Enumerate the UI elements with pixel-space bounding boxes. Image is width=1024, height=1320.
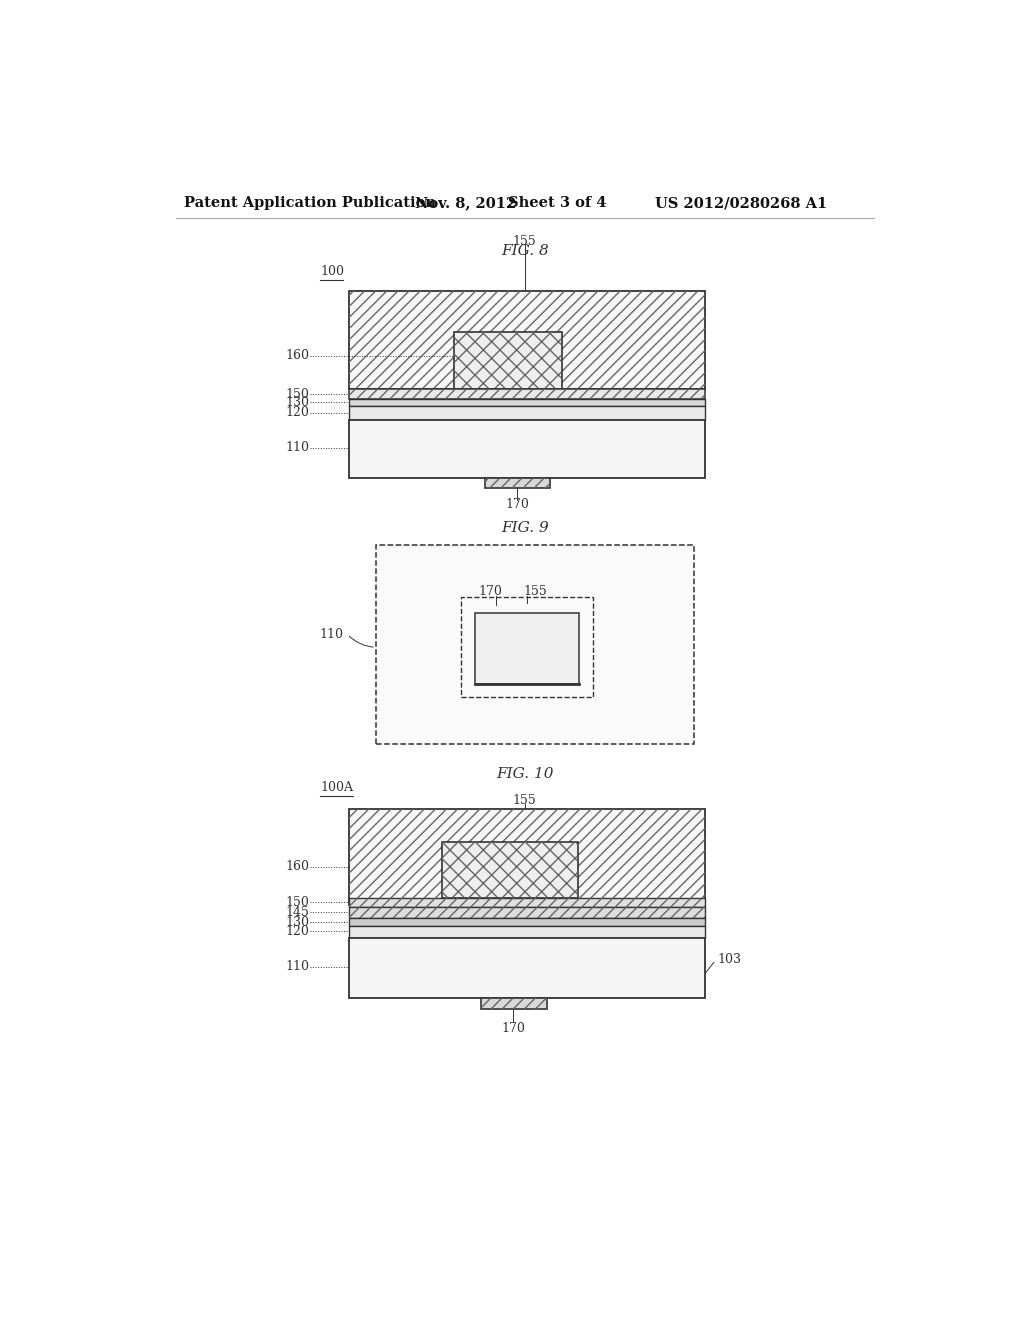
Text: FIG. 9: FIG. 9	[501, 521, 549, 535]
Text: 155: 155	[513, 795, 537, 807]
Text: 130: 130	[286, 916, 309, 929]
Bar	[349, 420, 706, 478]
Bar	[480, 998, 547, 1010]
Bar	[349, 898, 706, 907]
Bar	[349, 927, 706, 937]
Bar	[349, 389, 706, 400]
Bar	[349, 290, 706, 389]
Bar	[376, 545, 693, 743]
Bar	[484, 478, 550, 488]
Bar	[349, 919, 706, 927]
Bar	[484, 478, 550, 488]
Text: 155: 155	[523, 585, 547, 598]
Text: 103: 103	[717, 953, 741, 966]
Bar	[349, 400, 706, 407]
Text: 130: 130	[286, 396, 309, 409]
Bar	[349, 407, 706, 420]
Bar	[461, 597, 593, 697]
Text: Nov. 8, 2012: Nov. 8, 2012	[415, 197, 516, 210]
Bar	[349, 389, 706, 400]
Bar	[480, 998, 547, 1010]
Text: 150: 150	[286, 388, 309, 400]
Text: US 2012/0280268 A1: US 2012/0280268 A1	[655, 197, 827, 210]
Text: Sheet 3 of 4: Sheet 3 of 4	[508, 197, 606, 210]
Text: 150: 150	[286, 896, 309, 908]
Text: 160: 160	[286, 348, 309, 362]
Text: 170: 170	[501, 1022, 525, 1035]
Text: 155: 155	[513, 235, 537, 248]
Bar	[349, 937, 706, 998]
Text: 110: 110	[286, 961, 309, 973]
Text: 110: 110	[286, 441, 309, 454]
Text: 120: 120	[286, 925, 309, 939]
Bar	[454, 331, 562, 389]
Text: 110: 110	[319, 628, 343, 640]
Text: 160: 160	[286, 861, 309, 874]
Bar	[349, 290, 706, 389]
Text: 170: 170	[505, 499, 529, 511]
Bar	[454, 331, 562, 389]
Text: 170: 170	[479, 585, 503, 598]
Text: FIG. 10: FIG. 10	[496, 767, 554, 781]
Text: 100: 100	[321, 265, 344, 277]
Text: 120: 120	[286, 407, 309, 418]
Text: 100A: 100A	[321, 780, 353, 793]
Bar	[442, 842, 578, 898]
Bar	[349, 907, 706, 919]
Bar	[349, 907, 706, 919]
Bar	[442, 842, 578, 898]
Text: Patent Application Publication: Patent Application Publication	[183, 197, 436, 210]
Bar	[349, 809, 706, 906]
Text: FIG. 8: FIG. 8	[501, 244, 549, 257]
Bar	[349, 898, 706, 907]
Bar	[475, 612, 579, 684]
Text: 145: 145	[286, 906, 309, 919]
Bar	[349, 809, 706, 906]
